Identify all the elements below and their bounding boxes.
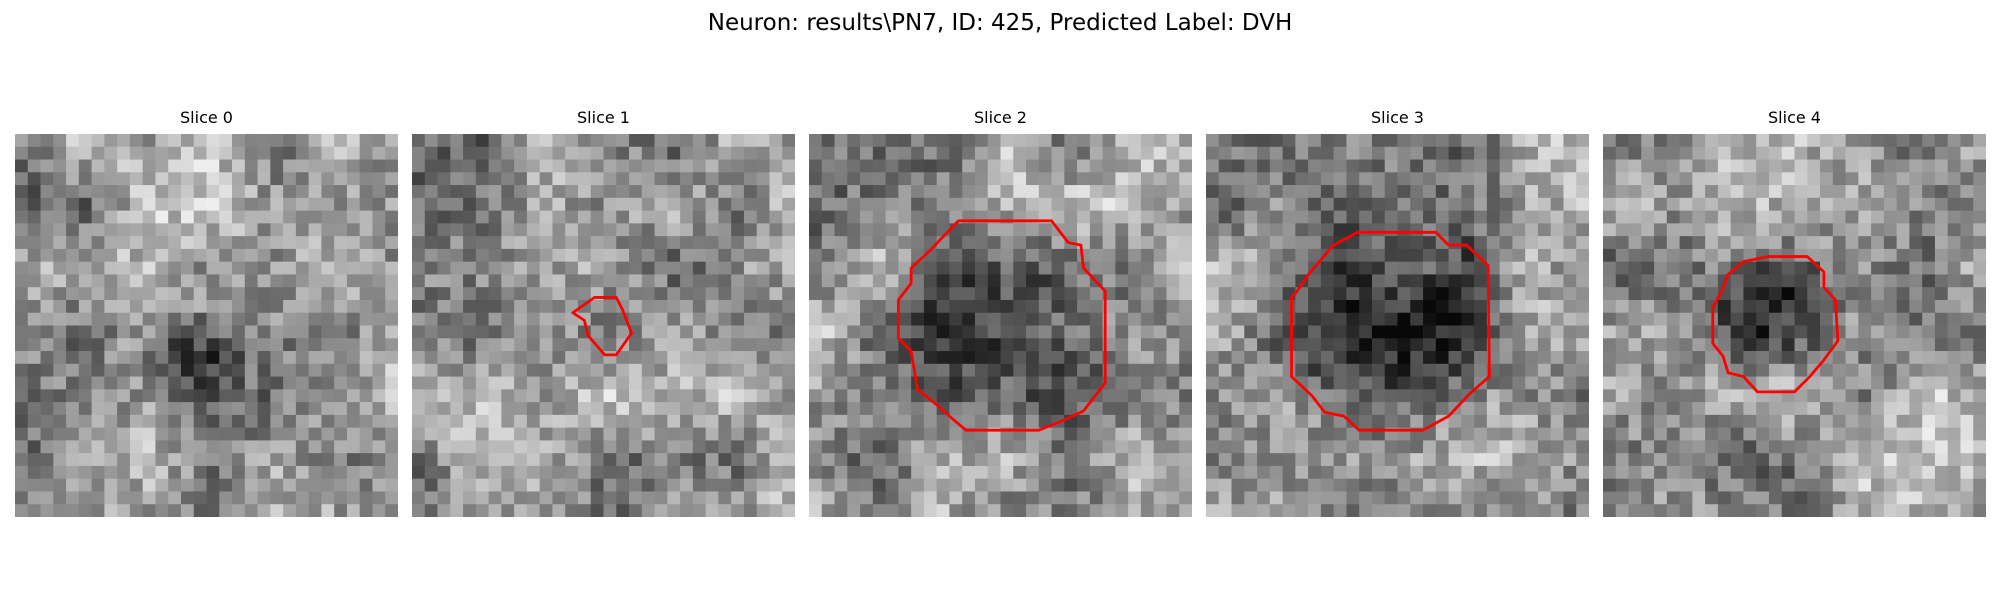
figure-title: Neuron: results\PN7, ID: 425, Predicted … (707, 10, 1293, 36)
slice-contour (896, 219, 1107, 432)
slice-contour (1711, 255, 1840, 394)
slice-panel-2: Slice 2 (809, 108, 1192, 517)
slice-panel-3: Slice 3 (1206, 108, 1589, 517)
slice-image-3 (1206, 134, 1589, 517)
slice-image-0 (15, 134, 398, 517)
slice-panel-4: Slice 4 (1603, 108, 1986, 517)
slice-panel-1: Slice 1 (412, 108, 795, 517)
slice-title: Slice 3 (1371, 108, 1424, 127)
slice-panel-0: Slice 0 (15, 108, 398, 517)
slice-title: Slice 1 (577, 108, 630, 127)
slice-image-1 (412, 134, 795, 517)
slice-contour (1290, 230, 1491, 432)
slice-contour (571, 296, 633, 357)
slice-image-2 (809, 134, 1192, 517)
slice-title: Slice 0 (180, 108, 233, 127)
slice-title: Slice 4 (1768, 108, 1821, 127)
slice-image-4 (1603, 134, 1986, 517)
slice-title: Slice 2 (974, 108, 1027, 127)
